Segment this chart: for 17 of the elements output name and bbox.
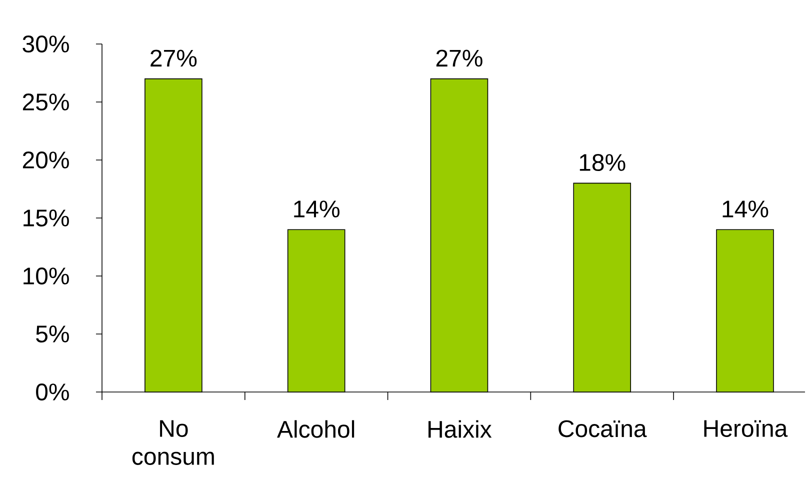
y-tick-label: 5% <box>36 326 69 342</box>
x-tick-label: Haixix <box>428 420 492 438</box>
y-tick-label: 25% <box>22 93 69 110</box>
x-tick-label: Cocaïna <box>558 420 647 438</box>
y-tick-label: 0% <box>36 383 69 400</box>
y-tick-label: 15% <box>24 210 69 226</box>
y-tick-label: 20% <box>22 151 69 168</box>
data-label: 14% <box>722 200 768 218</box>
data-label: 27% <box>436 50 482 67</box>
y-tick-label: 30% <box>22 35 69 52</box>
data-label: 18% <box>580 154 626 171</box>
data-label: 14% <box>294 200 340 218</box>
x-tick-label: Alcohol <box>277 420 354 438</box>
x-tick-label: No consum <box>132 420 214 465</box>
data-label: 27% <box>150 50 197 67</box>
x-tick-label: Heroïna <box>704 420 788 437</box>
y-tick-label: 10% <box>24 267 69 284</box>
